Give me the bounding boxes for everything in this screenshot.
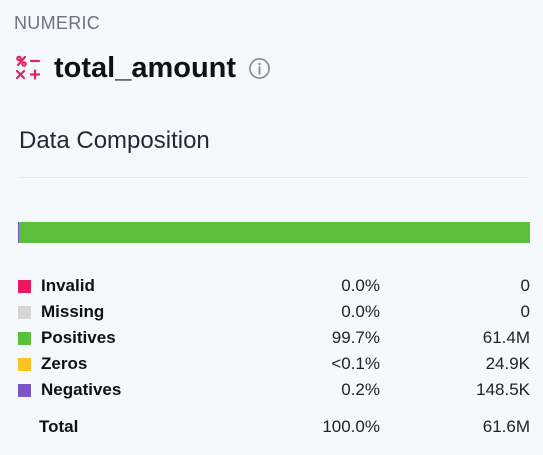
legend-row-total: Total 100.0% 61.6M bbox=[18, 414, 530, 440]
total-count: 61.6M bbox=[482, 417, 530, 436]
column-header: total_amount bbox=[14, 50, 271, 86]
row-percent: <0.1% bbox=[331, 354, 380, 373]
section-title: Data Composition bbox=[19, 127, 210, 154]
negatives-swatch bbox=[18, 384, 31, 397]
invalid-swatch bbox=[18, 280, 31, 293]
negatives-segment bbox=[18, 222, 20, 243]
total-label: Total bbox=[39, 417, 79, 436]
legend-row-positives: Positives 99.7% 61.4M bbox=[18, 325, 530, 351]
legend-row-negatives: Negatives 0.2% 148.5K bbox=[18, 377, 530, 403]
row-label: Invalid bbox=[41, 276, 95, 295]
legend-row-zeros: Zeros <0.1% 24.9K bbox=[18, 351, 530, 377]
row-label: Negatives bbox=[41, 380, 122, 399]
row-count: 0 bbox=[520, 302, 530, 321]
row-percent: 0.2% bbox=[341, 380, 380, 399]
row-count: 24.9K bbox=[485, 354, 530, 373]
row-count: 148.5K bbox=[476, 380, 530, 399]
row-label: Missing bbox=[41, 302, 105, 321]
row-count: 0 bbox=[520, 276, 530, 295]
legend-row-invalid: Invalid 0.0% 0 bbox=[18, 273, 530, 299]
total-percent: 100.0% bbox=[322, 417, 380, 436]
composition-bar bbox=[18, 222, 530, 243]
column-name-title: total_amount bbox=[54, 51, 237, 84]
numeric-type-icon bbox=[15, 55, 41, 80]
missing-swatch bbox=[18, 306, 31, 319]
row-percent: 0.0% bbox=[341, 276, 380, 295]
divider bbox=[19, 177, 529, 178]
row-count: 61.4M bbox=[482, 328, 530, 347]
composition-legend: Invalid 0.0% 0 Missing 0.0% 0 Positives … bbox=[18, 273, 530, 440]
row-label: Positives bbox=[41, 328, 116, 347]
column-type-label: NUMERIC bbox=[14, 13, 101, 33]
info-icon[interactable] bbox=[248, 57, 271, 80]
row-label: Zeros bbox=[41, 354, 88, 373]
row-percent: 99.7% bbox=[331, 328, 380, 347]
row-percent: 0.0% bbox=[341, 302, 380, 321]
positives-swatch bbox=[18, 332, 31, 345]
zeros-swatch bbox=[18, 358, 31, 371]
legend-row-missing: Missing 0.0% 0 bbox=[18, 299, 530, 325]
positives-segment bbox=[19, 222, 530, 243]
